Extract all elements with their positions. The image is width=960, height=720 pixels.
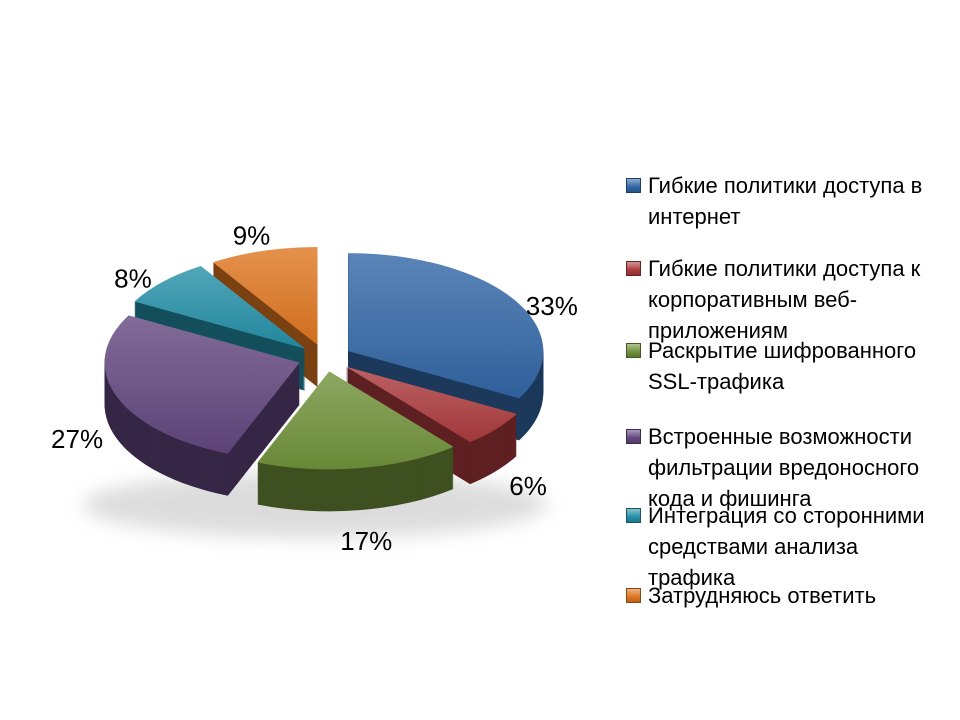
slice-percent-label: 9%	[233, 220, 271, 250]
legend-item-label: Гибкие политики доступа к корпоративным …	[648, 256, 921, 343]
legend-swatch	[626, 508, 641, 523]
legend-item-label: Интеграция со сторонними средствами анал…	[648, 503, 925, 590]
legend-swatch	[626, 429, 641, 444]
legend-item[interactable]: Раскрытие шифрованного SSL-трафика	[626, 335, 932, 397]
legend-item[interactable]: Затрудняюсь ответить	[626, 580, 932, 611]
legend-item-label: Затрудняюсь ответить	[648, 583, 877, 608]
pie-slice-top	[257, 371, 454, 470]
legend-item[interactable]: Встроенные возможности фильтрации вредон…	[626, 421, 932, 514]
chart-legend: Гибкие политики доступа в интернет Гибкие…	[626, 0, 932, 720]
legend-item-label: Раскрытие шифрованного SSL-трафика	[648, 338, 917, 394]
slice-percent-label: 17%	[340, 526, 392, 556]
legend-swatch	[626, 178, 641, 193]
legend-swatch	[626, 343, 641, 358]
slice-percent-label: 27%	[51, 424, 103, 454]
legend-swatch	[626, 261, 641, 276]
legend-swatch	[626, 588, 641, 603]
legend-item[interactable]: Гибкие политики доступа к корпоративным …	[626, 253, 932, 346]
legend-item[interactable]: Гибкие политики доступа в интернет	[626, 170, 932, 232]
slice-percent-label: 8%	[114, 264, 152, 294]
pie-slice-top	[348, 253, 544, 399]
legend-item-label: Встроенные возможности фильтрации вредон…	[648, 424, 920, 511]
slice-percent-label: 33%	[526, 291, 578, 321]
pie-slice-top	[345, 366, 517, 443]
pie-slice[interactable]	[104, 315, 300, 496]
legend-item[interactable]: Интеграция со сторонними средствами анал…	[626, 500, 932, 593]
slice-percent-label: 6%	[509, 471, 547, 501]
pie-slice-top	[212, 247, 318, 346]
pie-slice-top	[134, 266, 306, 349]
pie-slice[interactable]	[257, 371, 454, 512]
pie-slice-top	[104, 315, 300, 454]
legend-item-label: Гибкие политики доступа в интернет	[648, 173, 923, 229]
